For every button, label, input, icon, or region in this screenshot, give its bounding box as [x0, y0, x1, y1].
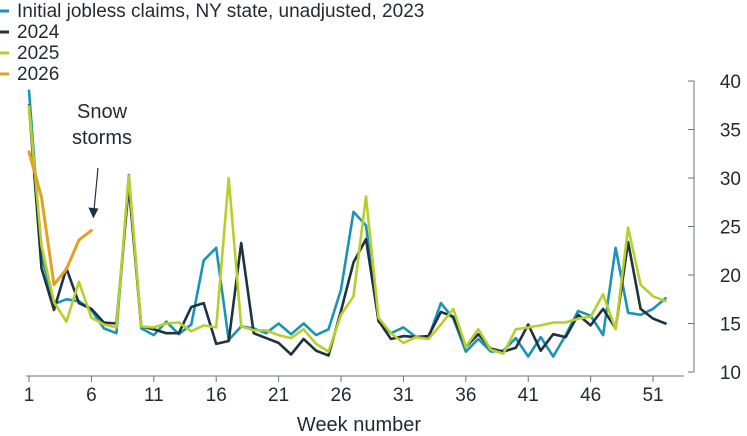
x-axis-title: Week number	[297, 414, 421, 436]
y-tick-label: 20	[720, 266, 741, 287]
series-line-2025	[27, 104, 667, 355]
x-axis: 1 6 11 16 21 26 31 36 41 46 51	[24, 375, 684, 406]
x-tick-label: 26	[330, 385, 351, 406]
x-tick-label: 11	[144, 385, 164, 406]
x-tick-label: 36	[455, 385, 476, 406]
annotation-text: storms	[72, 127, 132, 149]
x-tick-label: 1	[24, 385, 35, 406]
legend-entry: 2024	[17, 22, 60, 43]
x-tick-label: 41	[518, 385, 539, 406]
legend: Initial jobless claims, NY state, unadju…	[0, 1, 424, 85]
y-tick-label: 15	[720, 315, 741, 336]
y-axis: 10 15 20 25 30 35 40	[688, 72, 741, 384]
y-tick-label: 40	[720, 72, 741, 93]
series-layer	[27, 89, 667, 358]
legend-entry: Initial jobless claims, NY state, unadju…	[17, 1, 424, 22]
y-tick-label: 30	[720, 169, 741, 190]
legend-entry: 2025	[17, 43, 59, 64]
annotation-text: Snow	[77, 101, 128, 123]
x-tick-label: 21	[268, 385, 289, 406]
legend-entry: 2026	[17, 64, 59, 85]
x-tick-label: 6	[86, 385, 97, 406]
x-tick-label: 51	[642, 385, 663, 406]
y-tick-label: 10	[720, 363, 741, 384]
y-tick-label: 35	[720, 121, 741, 142]
annotation: Snow storms	[72, 101, 132, 219]
x-tick-label: 16	[206, 385, 227, 406]
x-tick-label: 31	[393, 385, 414, 406]
annotation-arrowhead	[88, 207, 99, 219]
series-line-2026	[27, 150, 93, 287]
y-tick-label: 25	[720, 218, 741, 239]
x-tick-label: 46	[580, 385, 601, 406]
